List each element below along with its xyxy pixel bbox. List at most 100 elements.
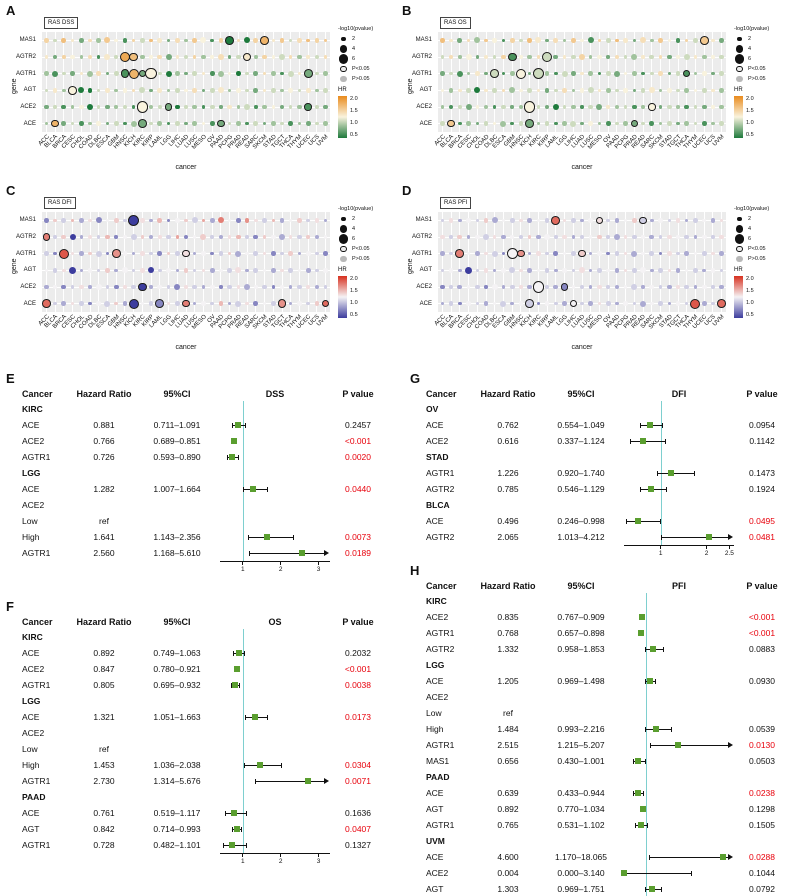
bubble-dot bbox=[174, 71, 180, 76]
bubble-dot bbox=[542, 52, 553, 62]
bubble-dot bbox=[297, 301, 302, 306]
forest-table: Cancer Hazard Ratio 95%CI DFI P value OV ACE 0.… bbox=[410, 386, 790, 561]
grid-line-v bbox=[485, 212, 487, 312]
grid-line-v bbox=[494, 212, 496, 312]
row-label: LGG bbox=[22, 696, 41, 706]
bubble-dot bbox=[183, 54, 189, 60]
bubble-dot bbox=[128, 214, 140, 226]
bubble-dot bbox=[166, 285, 171, 289]
bubble-dot bbox=[501, 251, 506, 256]
bubble-dot bbox=[684, 234, 690, 240]
bubble-dot bbox=[70, 71, 75, 76]
ci-cap-right bbox=[245, 422, 247, 428]
bubble-dot bbox=[218, 37, 224, 43]
row-p-value: 0.1298 bbox=[749, 804, 775, 814]
grid-line-v bbox=[290, 32, 292, 132]
row-hazard-ratio: 0.004 bbox=[497, 868, 519, 878]
bubble-dot bbox=[97, 55, 101, 59]
panel-title: RAS PFI bbox=[440, 197, 472, 209]
grid-line-v bbox=[98, 32, 100, 132]
bubble-dot bbox=[535, 37, 542, 44]
grid-line-v bbox=[237, 212, 239, 312]
row-plot bbox=[220, 629, 330, 645]
bubble-dot bbox=[297, 268, 302, 273]
legend-size-dot bbox=[734, 234, 745, 244]
ci-cap-right bbox=[239, 682, 241, 688]
bubble-dot bbox=[519, 268, 523, 273]
row-p-value: 0.0407 bbox=[345, 824, 371, 834]
bubble-dot bbox=[464, 266, 473, 274]
row-plot bbox=[220, 709, 330, 725]
bubble-dot bbox=[155, 299, 165, 308]
bubble-dot bbox=[684, 121, 690, 126]
forest-row: AGTR1 0.768 0.657–0.898 <0.001 bbox=[410, 625, 790, 641]
row-hazard-ratio: ref bbox=[503, 708, 513, 718]
row-label: AGTR1 bbox=[426, 468, 455, 478]
bubble-dot bbox=[323, 38, 328, 43]
bubble-dot bbox=[579, 87, 585, 93]
grid-line-v bbox=[141, 212, 143, 312]
bubble-dot bbox=[149, 121, 153, 126]
panel-letter: F bbox=[6, 599, 14, 614]
bubble-dot bbox=[96, 121, 102, 126]
axis-tick-label: 1 bbox=[658, 550, 663, 557]
bubble-dot bbox=[262, 301, 267, 306]
bubble-dot bbox=[650, 38, 654, 43]
legend-size-item: 6 bbox=[338, 54, 396, 64]
grid-line-v bbox=[537, 32, 539, 132]
bubble-dot bbox=[314, 301, 320, 306]
row-hazard-ratio: 1.321 bbox=[93, 712, 115, 722]
bubble-dot bbox=[158, 268, 162, 273]
bubble-dot bbox=[501, 88, 506, 93]
dot-swatch bbox=[341, 36, 346, 42]
x-axis-title: cancer bbox=[175, 164, 197, 171]
header-ci: 95%CI bbox=[567, 388, 595, 399]
row-ci: 0.531–1.102 bbox=[557, 820, 605, 830]
bubble-dot bbox=[684, 104, 690, 110]
legend-sig-label: P<0.05 bbox=[352, 66, 370, 73]
grid-line-v bbox=[668, 32, 670, 132]
header-ci: 95%CI bbox=[163, 616, 191, 627]
bubble-dot bbox=[262, 268, 267, 273]
legend-hr-colorbar: 2.0 1.5 1.0 0.5 bbox=[734, 95, 792, 138]
bubble-dot bbox=[78, 217, 84, 223]
bubble-dot bbox=[270, 71, 276, 76]
bubble-dot bbox=[78, 121, 84, 126]
bubble-dot bbox=[166, 88, 171, 93]
bubble-dot bbox=[184, 38, 188, 43]
bubble-dot bbox=[138, 282, 147, 292]
grid-line-v bbox=[712, 212, 714, 312]
legend-size-label: 2 bbox=[352, 216, 356, 223]
y-tick-label: AGTR2 bbox=[15, 54, 36, 60]
legend-sig-label: P<0.05 bbox=[352, 246, 370, 253]
row-plot bbox=[624, 673, 734, 689]
axis-tick-label: 2.5 bbox=[724, 550, 734, 557]
bubble-dot bbox=[605, 37, 611, 43]
row-p-value: 0.0930 bbox=[749, 676, 775, 686]
bubble-dot bbox=[279, 104, 285, 110]
bubble-dot bbox=[493, 301, 497, 306]
bubble-dot bbox=[632, 267, 637, 273]
bubble-dot bbox=[519, 55, 523, 59]
bubble-dot bbox=[306, 285, 310, 289]
bubble-dot bbox=[236, 38, 241, 43]
forest-row: ACE 0.761 0.519–1.117 0.1636 bbox=[6, 805, 386, 821]
bubble-dot bbox=[606, 218, 610, 223]
bubble-dot bbox=[104, 300, 111, 307]
bubble-dot bbox=[615, 301, 619, 306]
row-label: ACE bbox=[426, 788, 444, 798]
row-plot bbox=[220, 481, 330, 497]
bubble-dot bbox=[52, 267, 58, 273]
bubble-dot bbox=[501, 267, 506, 273]
grid-line-v bbox=[63, 32, 65, 132]
bubble-dot bbox=[597, 251, 602, 256]
bubble-dot bbox=[61, 234, 67, 240]
bubble-dot bbox=[440, 55, 445, 59]
bubble-dot bbox=[440, 301, 445, 306]
bubble-dot bbox=[131, 105, 136, 109]
bubble-dot bbox=[236, 121, 241, 126]
bubble-dot bbox=[658, 55, 663, 59]
bubble-dot bbox=[501, 71, 506, 76]
bubble-dot bbox=[693, 71, 698, 76]
bubble-dot bbox=[475, 218, 479, 223]
